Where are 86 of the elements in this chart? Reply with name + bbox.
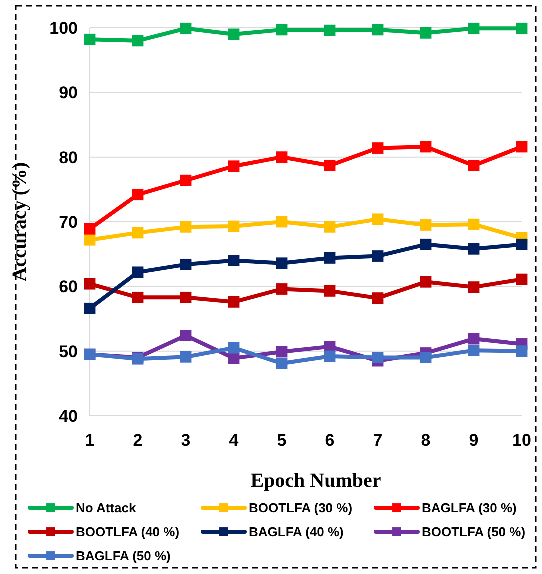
point (324, 160, 336, 172)
point (324, 285, 336, 297)
point (228, 342, 240, 354)
legend-label: BOOTLFA (30 %) (249, 500, 353, 516)
point (84, 34, 96, 46)
point (132, 227, 144, 239)
point (372, 250, 384, 262)
point (516, 141, 528, 153)
point (420, 276, 432, 288)
y-tick-label: 40 (59, 406, 78, 426)
legend-label: No Attack (76, 500, 137, 516)
x-tick-label: 3 (181, 431, 191, 450)
point (516, 346, 528, 358)
y-tick-label: 70 (59, 212, 78, 232)
point (180, 258, 192, 270)
point (132, 35, 144, 47)
point (468, 282, 480, 294)
point (516, 22, 528, 34)
point (372, 292, 384, 304)
point (468, 243, 480, 255)
point (228, 220, 240, 232)
point (276, 216, 288, 228)
point (276, 284, 288, 295)
y-tick-label: 90 (59, 84, 78, 103)
x-tick-label: 5 (277, 431, 287, 450)
point (180, 330, 192, 342)
point (132, 292, 144, 304)
point (180, 351, 192, 363)
x-axis-title: Epoch Number (250, 470, 382, 492)
point (180, 292, 192, 304)
point (420, 141, 432, 153)
point (276, 24, 288, 36)
legend-label: BAGLFA (30 %) (422, 500, 517, 516)
legend-label: BAGLFA (40 %) (249, 524, 344, 540)
point (180, 174, 192, 186)
legend-label: BOOTLFA (50 %) (422, 524, 526, 540)
point (372, 352, 384, 364)
point (276, 358, 288, 370)
point (324, 221, 336, 233)
point (420, 238, 432, 250)
point (372, 214, 384, 226)
point (468, 344, 480, 356)
point (420, 220, 432, 231)
point (420, 352, 432, 364)
x-tick-label: 2 (133, 431, 143, 450)
point (84, 302, 96, 314)
y-tick-label: 100 (50, 18, 78, 38)
x-tick-label: 7 (373, 431, 383, 450)
point (228, 28, 240, 40)
point (228, 160, 240, 172)
y-tick-label: 50 (59, 342, 78, 362)
legend-label: BAGLFA (50 %) (76, 548, 171, 564)
point (132, 266, 144, 278)
legend-label: BOOTLFA (40 %) (76, 524, 180, 540)
point (324, 350, 336, 362)
point (180, 22, 192, 34)
point (180, 221, 192, 233)
point (228, 255, 240, 266)
point (468, 333, 480, 345)
x-tick-label: 1 (85, 431, 95, 450)
point (276, 258, 288, 270)
point (420, 27, 432, 39)
point (372, 142, 384, 154)
point (324, 252, 336, 264)
point (276, 346, 288, 358)
point (84, 223, 96, 235)
y-tick-label: 60 (59, 278, 78, 297)
point (372, 24, 384, 36)
x-tick-label: 8 (421, 431, 431, 450)
point (84, 278, 96, 290)
point (228, 296, 240, 308)
point (84, 234, 96, 246)
x-tick-label: 9 (469, 431, 479, 450)
x-tick-label: 6 (325, 431, 335, 450)
point (468, 160, 480, 172)
point (324, 24, 336, 36)
point (468, 22, 480, 34)
y-tick-label: 80 (59, 148, 78, 168)
x-tick-label: 4 (229, 431, 240, 450)
point (132, 189, 144, 201)
point (516, 274, 528, 286)
x-tick-label: 10 (512, 431, 532, 450)
point (276, 152, 288, 164)
point (516, 238, 528, 250)
y-axis-title: Accuracy (%) (9, 162, 31, 282)
point (468, 218, 480, 230)
